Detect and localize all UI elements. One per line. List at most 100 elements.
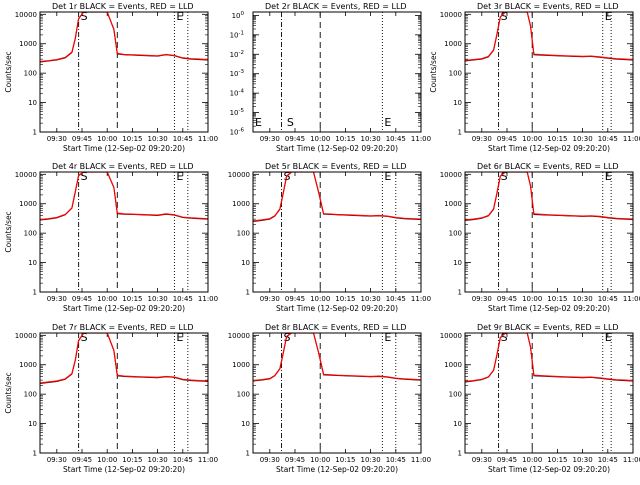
plot-title: Det 4r BLACK = Events, RED = LLD (52, 162, 194, 171)
y-tick-label: 10 (453, 259, 462, 267)
series-lld-line (40, 12, 208, 63)
x-tick-label: 09:45 (285, 456, 305, 464)
x-tick-label: 09:45 (72, 456, 92, 464)
plot-title: Det 8r BLACK = Events, RED = LLD (265, 323, 407, 332)
y-tick-label: 10 (28, 420, 37, 428)
marker-label: E (384, 116, 391, 129)
plot-frame (464, 332, 634, 454)
marker-label: E (605, 170, 612, 183)
plot-title: Det 5r BLACK = Events, RED = LLD (265, 162, 407, 171)
y-tick-label: 1000 (444, 361, 462, 369)
y-tick-label: 100 (237, 391, 250, 399)
x-tick-label: 10:00 (522, 135, 542, 143)
x-tick-label: 11:00 (411, 456, 431, 464)
x-tick-label: 10:45 (598, 456, 618, 464)
marker-label: E (176, 10, 183, 23)
x-axis-label: Start Time (12-Sep-02 09:20:20) (488, 144, 610, 153)
marker-label: S (284, 331, 291, 344)
x-tick-label: 10:00 (522, 295, 542, 303)
x-axis-label: Start Time (12-Sep-02 09:20:20) (63, 304, 185, 313)
y-tick-label: 100 (232, 11, 245, 20)
x-tick-label: 10:45 (598, 135, 618, 143)
x-tick-label: 10:15 (547, 295, 567, 303)
y-axis-label: Counts/sec (4, 372, 13, 413)
y-tick-label: 100 (24, 70, 37, 78)
series-lld-line (40, 333, 208, 384)
y-tick-label: 1000 (232, 361, 250, 369)
detector-plot-6: Det 6r BLACK = Events, RED = LLD Start Ti… (440, 162, 640, 313)
x-axis-label: Start Time (12-Sep-02 09:20:20) (488, 465, 610, 474)
y-tick-label: 100 (24, 230, 37, 238)
y-tick-label: 1 (458, 289, 462, 297)
x-tick-label: 10:15 (122, 456, 142, 464)
x-tick-label: 10:15 (547, 135, 567, 143)
marker-label: E (176, 331, 183, 344)
marker-label: E (384, 331, 391, 344)
y-tick-label: 1000 (444, 200, 462, 208)
y-tick-label: 100 (237, 230, 250, 238)
x-tick-label: 09:30 (260, 135, 280, 143)
y-tick-label: 100 (449, 70, 462, 78)
marker-label: S (501, 170, 508, 183)
y-tick-label: 1000 (19, 200, 37, 208)
y-tick-label: 1000 (19, 361, 37, 369)
x-tick-label: 09:30 (260, 456, 280, 464)
x-axis-label: Start Time (12-Sep-02 09:20:20) (63, 465, 185, 474)
marker-label: E (176, 170, 183, 183)
plot-frame (252, 171, 422, 293)
x-tick-label: 10:45 (173, 295, 193, 303)
detector-plot-8: Det 8r BLACK = Events, RED = LLD Start Ti… (228, 323, 431, 474)
y-tick-label: 100 (449, 230, 462, 238)
x-tick-label: 11:00 (623, 456, 640, 464)
y-tick-label: 10000 (440, 11, 462, 19)
plot-frame (39, 332, 209, 454)
x-tick-label: 10:30 (361, 456, 381, 464)
plot-title: Det 3r BLACK = Events, RED = LLD (477, 2, 619, 11)
y-axis-label: Counts/sec (4, 211, 13, 252)
x-tick-label: 09:30 (47, 456, 67, 464)
detector-plot-7: Det 7r BLACK = Events, RED = LLD Counts/s… (4, 323, 218, 474)
x-tick-label: 09:30 (260, 295, 280, 303)
marker-label: E (605, 331, 612, 344)
y-tick-label: 1000 (232, 200, 250, 208)
x-axis-label: Start Time (12-Sep-02 09:20:20) (276, 144, 398, 153)
detector-plot-2: Det 2r BLACK = Events, RED = LLD Start Ti… (230, 2, 432, 153)
plot-frame (39, 171, 209, 293)
x-tick-label: 09:30 (472, 135, 492, 143)
x-tick-label: 09:30 (47, 135, 67, 143)
x-tick-label: 09:30 (472, 456, 492, 464)
x-tick-label: 11:00 (623, 135, 640, 143)
series-lld-line (465, 333, 633, 383)
plot-frame (464, 171, 634, 293)
y-tick-label: 10-4 (230, 89, 245, 98)
x-tick-label: 10:45 (386, 135, 406, 143)
plot-frame (252, 11, 422, 133)
y-tick-label: 10 (453, 420, 462, 428)
x-tick-label: 10:45 (173, 456, 193, 464)
y-tick-label: 1 (458, 129, 462, 137)
y-tick-label: 10 (241, 259, 250, 267)
marker-label: E (255, 116, 262, 129)
marker-label: S (287, 116, 294, 129)
x-tick-label: 10:30 (361, 295, 381, 303)
x-tick-label: 09:45 (72, 295, 92, 303)
y-tick-label: 10-6 (230, 128, 245, 137)
x-tick-label: 10:15 (335, 295, 355, 303)
x-tick-label: 09:45 (497, 456, 517, 464)
y-tick-label: 10000 (228, 332, 250, 340)
y-axis-label: Counts/sec (4, 51, 13, 92)
x-tick-label: 10:00 (310, 456, 330, 464)
x-axis-label: Start Time (12-Sep-02 09:20:20) (488, 304, 610, 313)
plot-title: Det 2r BLACK = Events, RED = LLD (265, 2, 407, 11)
y-tick-label: 10000 (440, 171, 462, 179)
plot-frame (464, 11, 634, 133)
x-tick-label: 11:00 (411, 295, 431, 303)
x-tick-label: 11:00 (623, 295, 640, 303)
y-tick-label: 1 (246, 450, 250, 458)
x-tick-label: 10:00 (97, 295, 117, 303)
x-tick-label: 10:45 (173, 135, 193, 143)
x-tick-label: 10:00 (522, 456, 542, 464)
detector-plot-1: Det 1r BLACK = Events, RED = LLD Counts/s… (4, 2, 218, 153)
y-tick-label: 10 (28, 259, 37, 267)
